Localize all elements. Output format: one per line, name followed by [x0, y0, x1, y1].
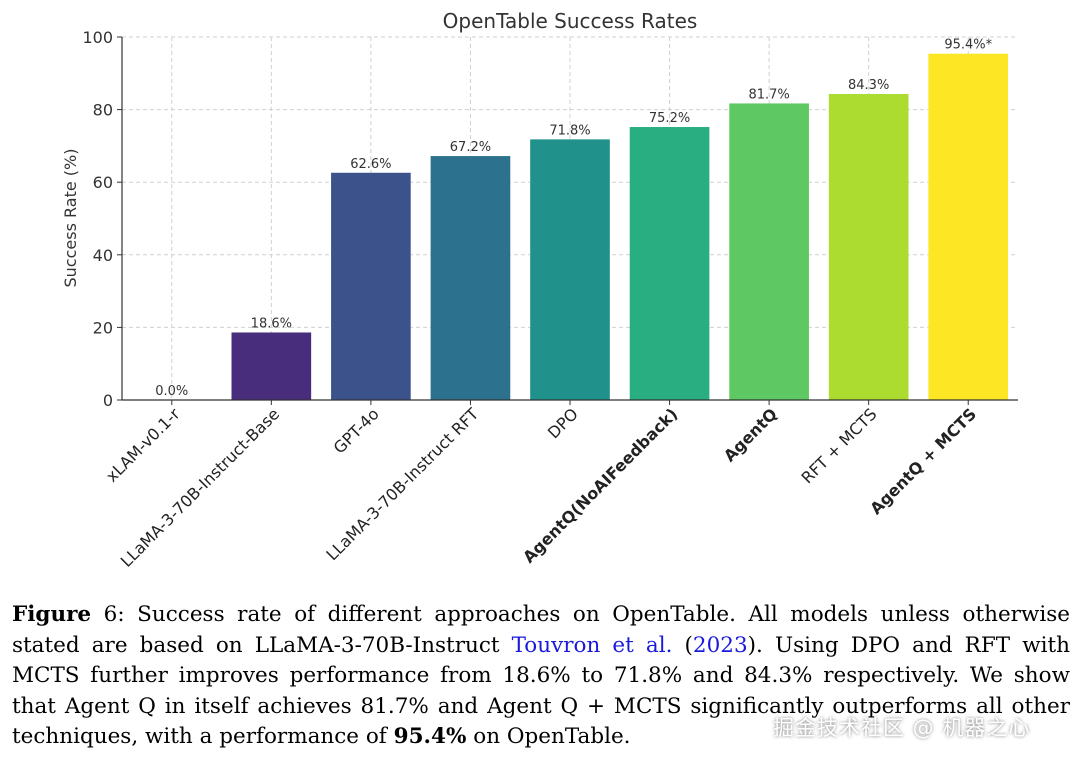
data-label: 95.4%* [944, 38, 992, 53]
chart-title: OpenTable Success Rates [443, 9, 698, 33]
bar [828, 93, 909, 400]
caption-text-2: Using DPO and RFT with MCTS further impr… [12, 632, 1070, 750]
data-labels: 0.0% 18.6% 62.6% 67.2% 71.8% 75.2% 81.7% 84.3% 9… [155, 38, 992, 399]
x-tick-label: AgentQ [720, 404, 781, 465]
axes [117, 36, 1018, 405]
caption-text-1: Success rate of different approaches on … [12, 602, 1070, 658]
data-label: 84.3% [848, 78, 889, 93]
x-tick-label: AgentQ + MCTS [866, 404, 980, 518]
bar [530, 139, 610, 400]
data-label: 81.7% [748, 87, 789, 102]
caption-text-3: on OpenTable. [473, 724, 631, 749]
data-label: 0.0% [155, 384, 188, 399]
figure-label: Figure [12, 602, 92, 627]
x-tick-label: xLAM-v0.1-r [102, 404, 184, 486]
watermark: 掘金技术社区 @ 机器之心 [773, 716, 1031, 740]
citation-link-year[interactable]: 2023 [692, 632, 748, 658]
bar-chart: OpenTable Success Rates Success Rate (%)… [61, 9, 1018, 571]
citation-link-authors[interactable]: Touvron et al. [511, 632, 673, 658]
bar [729, 103, 809, 400]
bar [231, 332, 312, 400]
data-label: 67.2% [450, 140, 491, 155]
bars [231, 53, 1009, 401]
y-tick-label: 60 [93, 173, 113, 192]
y-tick-label: 40 [93, 246, 113, 265]
x-tick-label: RFT + MCTS [798, 404, 881, 487]
y-tick-labels: 0 20 40 60 80 100 [82, 28, 113, 410]
data-label: 62.6% [350, 157, 391, 172]
citation-open: ( [684, 632, 693, 658]
y-tick-label: 80 [93, 101, 113, 120]
citation-close: ). [747, 632, 763, 658]
y-tick-label: 20 [93, 318, 113, 337]
bar [629, 127, 710, 401]
figure-number: 6: [103, 602, 125, 627]
caption-bold-value: 95.4% [393, 724, 467, 749]
x-tick-label: DPO [544, 404, 582, 442]
y-tick-label: 100 [82, 28, 113, 47]
x-tick-label: LLaMA-3-70B-Instruct-Base [117, 404, 283, 570]
data-label: 75.2% [649, 111, 690, 126]
bar [430, 156, 511, 400]
y-tick-label: 0 [103, 391, 113, 410]
x-tick-label: GPT-4o [330, 404, 383, 457]
data-label: 71.8% [549, 123, 590, 138]
y-axis-label: Success Rate (%) [61, 149, 80, 288]
bar [331, 172, 411, 400]
figure-caption: Figure 6: Success rate of different appr… [12, 600, 1070, 753]
data-label: 18.6% [251, 316, 292, 331]
bar [928, 53, 1009, 400]
